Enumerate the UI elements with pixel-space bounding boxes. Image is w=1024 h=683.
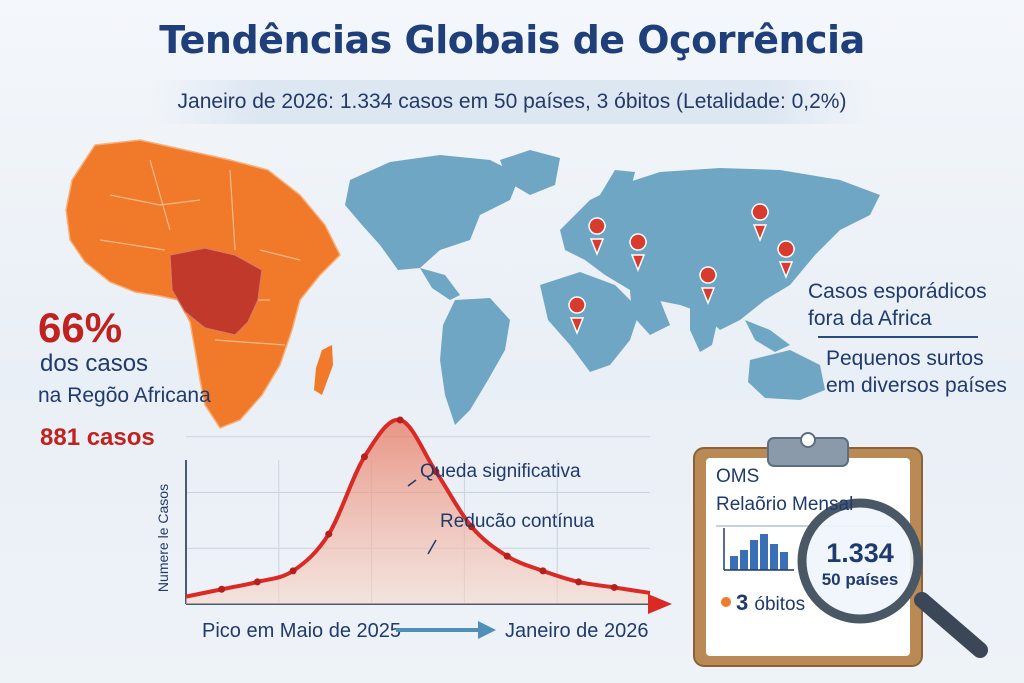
north-america: [345, 155, 520, 270]
arabian-peninsula: [630, 290, 670, 335]
report-deaths-label: óbitos: [754, 594, 806, 615]
note-sporadic-line1: Casos esporádicos: [808, 280, 987, 303]
chart-start-caption: Pico em Maio de 2025: [202, 620, 402, 642]
chart-end-caption: Janeiro de 2026: [505, 620, 649, 642]
mini-bar-chart-icon: [723, 528, 794, 571]
map-pin-icon: [568, 203, 795, 336]
note-sporadic-cases: Casos esporádicos fora da Africa: [808, 278, 987, 332]
note-outbreaks-line1: Pequenos surtos: [826, 347, 984, 370]
greenland: [500, 150, 560, 195]
page-title: Tendências Globais de Oçorrência: [159, 18, 865, 62]
west-africa-map-part: [540, 272, 640, 372]
report-total-cases: 1.334: [826, 538, 894, 568]
note-outbreaks-line2: em diversos países: [826, 374, 1007, 397]
africa-percent: 66%: [38, 304, 123, 351]
chart-point: [503, 552, 511, 560]
deaths-bullet-icon: [721, 597, 731, 607]
clipboard-icon: [693, 432, 988, 667]
chart-series-line: [185, 417, 651, 599]
eurasia: [560, 168, 880, 330]
africa-stat-line2: na Regõo Africana: [38, 384, 211, 407]
subtitle-band: [150, 80, 874, 124]
note-small-outbreaks: Pequenos surtos em diversos países: [826, 345, 1007, 399]
annotation-significant-drop: Queda significativa: [420, 461, 581, 482]
chart-point: [432, 468, 440, 476]
report-deaths-number: 3: [736, 590, 749, 615]
central-africa-region: [169, 247, 263, 336]
scandinavia: [600, 170, 635, 200]
madagascar: [314, 345, 333, 395]
chart-point: [539, 567, 547, 575]
chart-points: [218, 416, 618, 593]
page-subtitle: Janeiro de 2026: 1.334 casos em 50 paíse…: [177, 90, 847, 113]
chart-y-axis-title: Numere le Casos: [155, 483, 171, 593]
chart-point: [360, 453, 368, 461]
magnifying-glass-icon: [797, 498, 988, 658]
world-map: [65, 139, 880, 429]
chart-point: [575, 578, 583, 586]
report-title: Relaõrio Mensal: [716, 494, 854, 515]
note-divider: [818, 336, 978, 338]
annotation-pointer-1: [407, 479, 417, 487]
report-country-count: 50 países: [821, 570, 899, 589]
chart-point: [253, 578, 261, 586]
africa-cases: 881 casos: [40, 424, 155, 451]
annotation-pointer-2: [427, 539, 437, 555]
chart-end-arrow-icon: [648, 594, 672, 614]
chart-point: [610, 583, 618, 591]
chart-point: [396, 416, 404, 424]
india: [690, 305, 720, 352]
africa-stat-line1: dos casos: [40, 350, 149, 377]
annotation-continued-reduction: Reducão contínua: [440, 511, 595, 532]
case-curve-chart: [185, 416, 672, 614]
chart-area-fill: [186, 419, 650, 604]
central-america: [420, 268, 460, 300]
chart-point: [218, 585, 226, 593]
chart-point: [468, 523, 476, 531]
southeast-asia: [745, 320, 790, 352]
chart-point: [289, 567, 297, 575]
chart-point: [325, 530, 333, 538]
japan: [796, 230, 812, 272]
south-america: [440, 298, 510, 425]
timeline-arrow-icon: [396, 621, 496, 639]
report-deaths: 3 óbitos: [736, 590, 805, 616]
note-sporadic-line2: fora da Africa: [808, 307, 932, 330]
report-org: OMS: [716, 466, 760, 487]
australia: [748, 350, 825, 400]
